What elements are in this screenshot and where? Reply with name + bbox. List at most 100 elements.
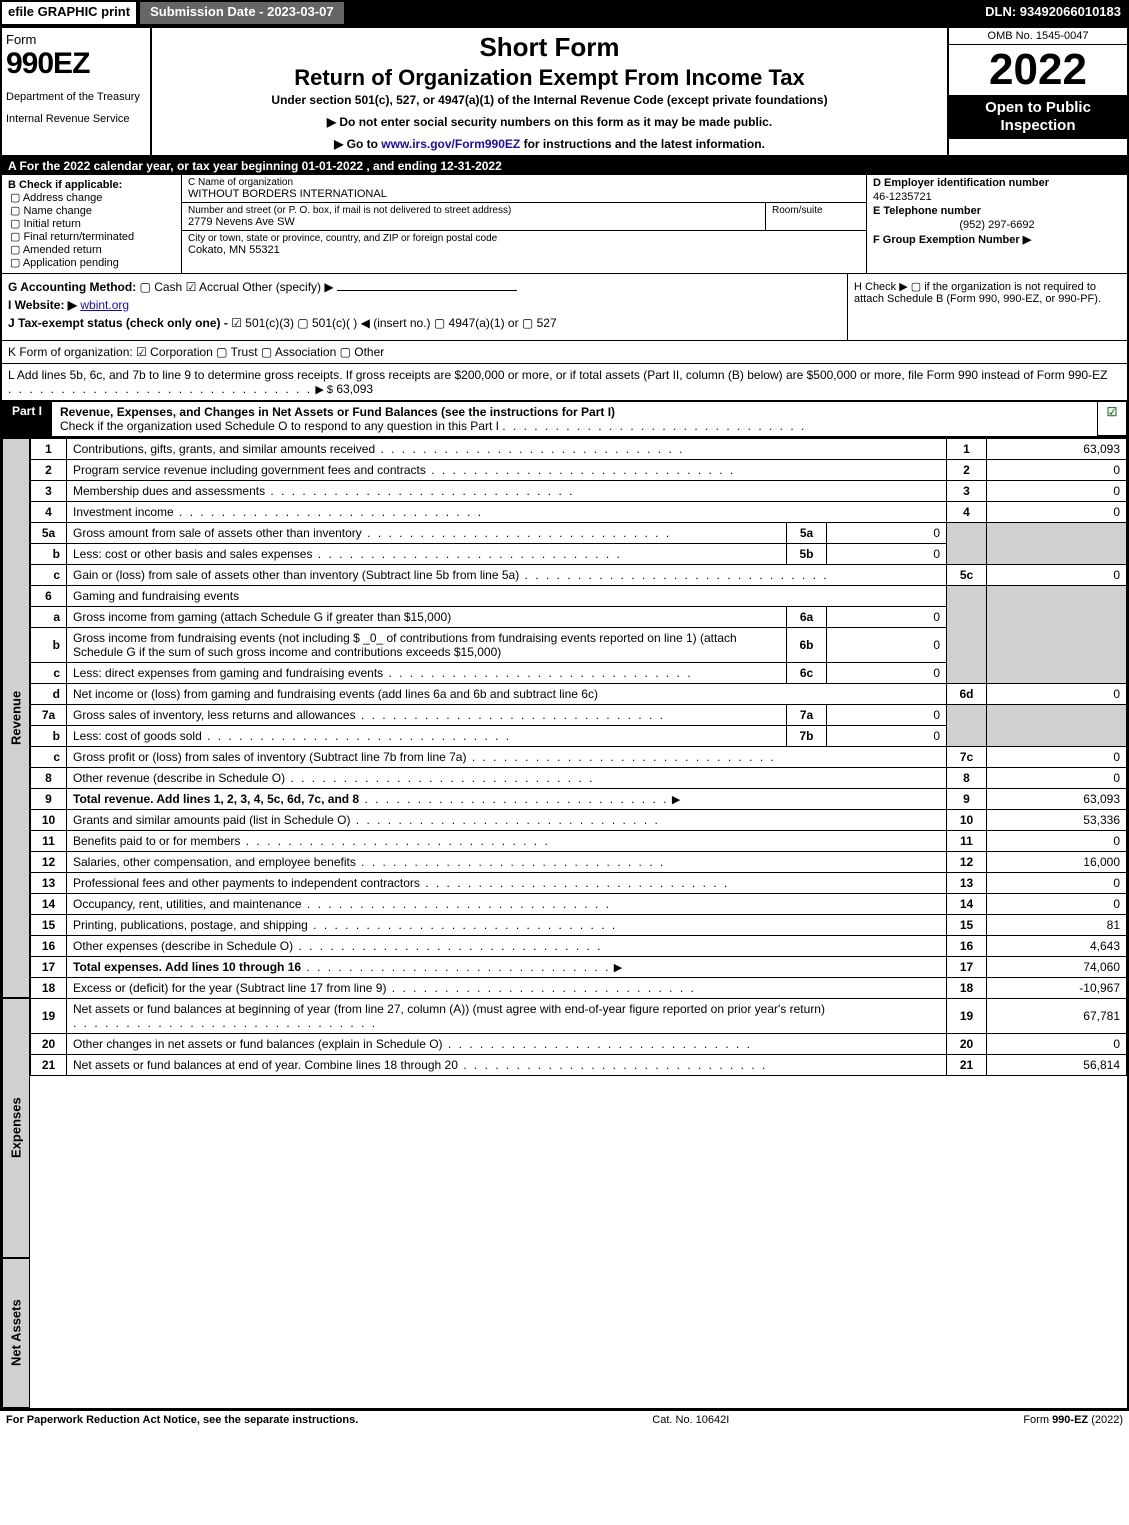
line-11: 11Benefits paid to or for members110 [31,831,1127,852]
l20-rnum: 20 [947,1034,987,1055]
row-l-dots [8,382,312,396]
phone-label: E Telephone number [873,205,981,217]
l2-desc: Program service revenue including govern… [73,463,426,477]
l20-desc: Other changes in net assets or fund bala… [73,1037,443,1051]
l19-desc: Net assets or fund balances at beginning… [73,1002,825,1016]
l10-val: 53,336 [987,810,1127,831]
section-c-org-info: C Name of organization WITHOUT BORDERS I… [182,175,867,273]
l21-val: 56,814 [987,1055,1127,1076]
l2-rnum: 2 [947,460,987,481]
l7c-num: c [31,747,67,768]
chk-name-change[interactable]: Name change [8,204,175,217]
l7c-val: 0 [987,747,1127,768]
l6a-sval: 0 [827,607,947,628]
l6d-val: 0 [987,684,1127,705]
part-1-header: Part I Revenue, Expenses, and Changes in… [2,401,1127,437]
l3-num: 3 [31,481,67,502]
l19-rnum: 19 [947,999,987,1034]
l11-num: 11 [31,831,67,852]
room-label: Room/suite [772,205,860,216]
group-label: F Group Exemption Number ▶ [873,234,1031,246]
l12-val: 16,000 [987,852,1127,873]
chk-initial-return[interactable]: Initial return [8,217,175,230]
footer-right-post: (2022) [1088,1414,1123,1426]
accounting-blank[interactable] [337,290,517,291]
l5a-desc: Gross amount from sale of assets other t… [73,526,362,540]
l20-num: 20 [31,1034,67,1055]
chk-final-return[interactable]: Final return/terminated [8,230,175,243]
l5b-num: b [31,544,67,565]
part-1-dots [502,419,806,433]
form-year-block: OMB No. 1545-0047 2022 Open to Public In… [947,28,1127,155]
l1-desc: Contributions, gifts, grants, and simila… [73,442,375,456]
chk-application-pending[interactable]: Application pending [8,256,175,269]
l19-num: 19 [31,999,67,1034]
l5b-sub: 5b [787,544,827,565]
l7b-num: b [31,726,67,747]
l16-val: 4,643 [987,936,1127,957]
l6b-desc: Gross income from fundraising events (no… [67,628,787,663]
l8-val: 0 [987,768,1127,789]
l17-num: 17 [31,957,67,978]
chk-amended-return[interactable]: Amended return [8,243,175,256]
form-outer: Form 990EZ Department of the Treasury In… [0,26,1129,1410]
l6a-sub: 6a [787,607,827,628]
tax-exempt-options: ☑ 501(c)(3) ▢ 501(c)( ) ◀ (insert no.) ▢… [231,316,556,330]
l6b-num: b [31,628,67,663]
irs-link[interactable]: www.irs.gov/Form990EZ [381,137,520,151]
row-a-tax-year: A For the 2022 calendar year, or tax yea… [2,157,1127,175]
l6c-desc: Less: direct expenses from gaming and fu… [73,666,383,680]
part-1-checkbox[interactable]: ☑ [1097,401,1127,436]
l6b-sub: 6b [787,628,827,663]
tax-year: 2022 [949,45,1127,95]
line-14: 14 Occupancy, rent, utilities, and mainte… [31,894,1127,915]
line-13: 13Professional fees and other payments t… [31,873,1127,894]
l5a-sub: 5a [787,523,827,544]
line-5a: 5a Gross amount from sale of assets othe… [31,523,1127,544]
l5c-rnum: 5c [947,565,987,586]
line-8: 8 Other revenue (describe in Schedule O)… [31,768,1127,789]
l8-num: 8 [31,768,67,789]
line-7a: 7a Gross sales of inventory, less return… [31,705,1127,726]
l16-rnum: 16 [947,936,987,957]
open-inspection: Open to Public Inspection [949,95,1127,139]
l3-rnum: 3 [947,481,987,502]
line-18: 18Excess or (deficit) for the year (Subt… [31,978,1127,999]
l6-desc: Gaming and fundraising events [67,586,947,607]
part-1-title: Revenue, Expenses, and Changes in Net As… [60,405,615,419]
ein-label: D Employer identification number [873,177,1049,189]
note-pre: ▶ Go to [334,137,381,151]
section-d-e-f: D Employer identification number 46-1235… [867,175,1127,273]
l18-desc: Excess or (deficit) for the year (Subtra… [73,981,386,995]
l14-desc: Occupancy, rent, utilities, and maintena… [73,897,302,911]
l7c-rnum: 7c [947,747,987,768]
l6c-num: c [31,663,67,684]
tab-net-assets: Net Assets [2,1258,30,1408]
website-link[interactable]: wbint.org [80,298,129,312]
l9-num: 9 [31,789,67,810]
omb-number: OMB No. 1545-0047 [949,28,1127,45]
l14-rnum: 14 [947,894,987,915]
city-label: City or town, state or province, country… [188,233,860,244]
l5a-num: 5a [31,523,67,544]
l8-desc: Other revenue (describe in Schedule O) [73,771,285,785]
l7a-desc: Gross sales of inventory, less returns a… [73,708,356,722]
l7-shade-num [947,705,987,747]
line-4: 4 Investment income 4 0 [31,502,1127,523]
footer-right-bold: 990-EZ [1052,1414,1088,1426]
tab-revenue: Revenue [2,438,30,998]
row-l-gross-receipts: L Add lines 5b, 6c, and 7b to line 9 to … [2,364,1127,401]
chk-address-change[interactable]: Address change [8,191,175,204]
l14-val: 0 [987,894,1127,915]
ein-value: 46-1235721 [873,191,1121,203]
l13-desc: Professional fees and other payments to … [73,876,420,890]
submission-date: Submission Date - 2023-03-07 [138,0,346,26]
l7a-num: 7a [31,705,67,726]
note-post: for instructions and the latest informat… [520,137,765,151]
org-name: WITHOUT BORDERS INTERNATIONAL [188,188,860,200]
part-1-tag: Part I [2,401,52,436]
row-k-form-of-org: K Form of organization: ☑ Corporation ▢ … [2,341,1127,364]
l5c-num: c [31,565,67,586]
l9-rnum: 9 [947,789,987,810]
l18-val: -10,967 [987,978,1127,999]
